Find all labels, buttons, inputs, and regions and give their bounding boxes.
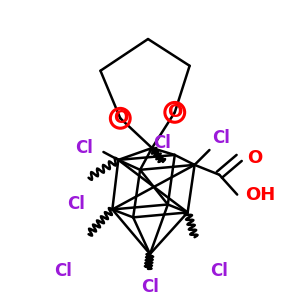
- Text: Cl: Cl: [153, 134, 171, 152]
- Text: Cl: Cl: [212, 129, 230, 147]
- Text: Cl: Cl: [141, 278, 159, 296]
- Text: Cl: Cl: [75, 139, 93, 157]
- Text: Cl: Cl: [54, 262, 72, 280]
- Text: Cl: Cl: [67, 196, 85, 214]
- Text: Cl: Cl: [210, 262, 228, 280]
- Text: O: O: [247, 149, 262, 167]
- Text: O: O: [113, 109, 128, 127]
- Text: O: O: [167, 103, 182, 122]
- Text: OH: OH: [245, 186, 275, 204]
